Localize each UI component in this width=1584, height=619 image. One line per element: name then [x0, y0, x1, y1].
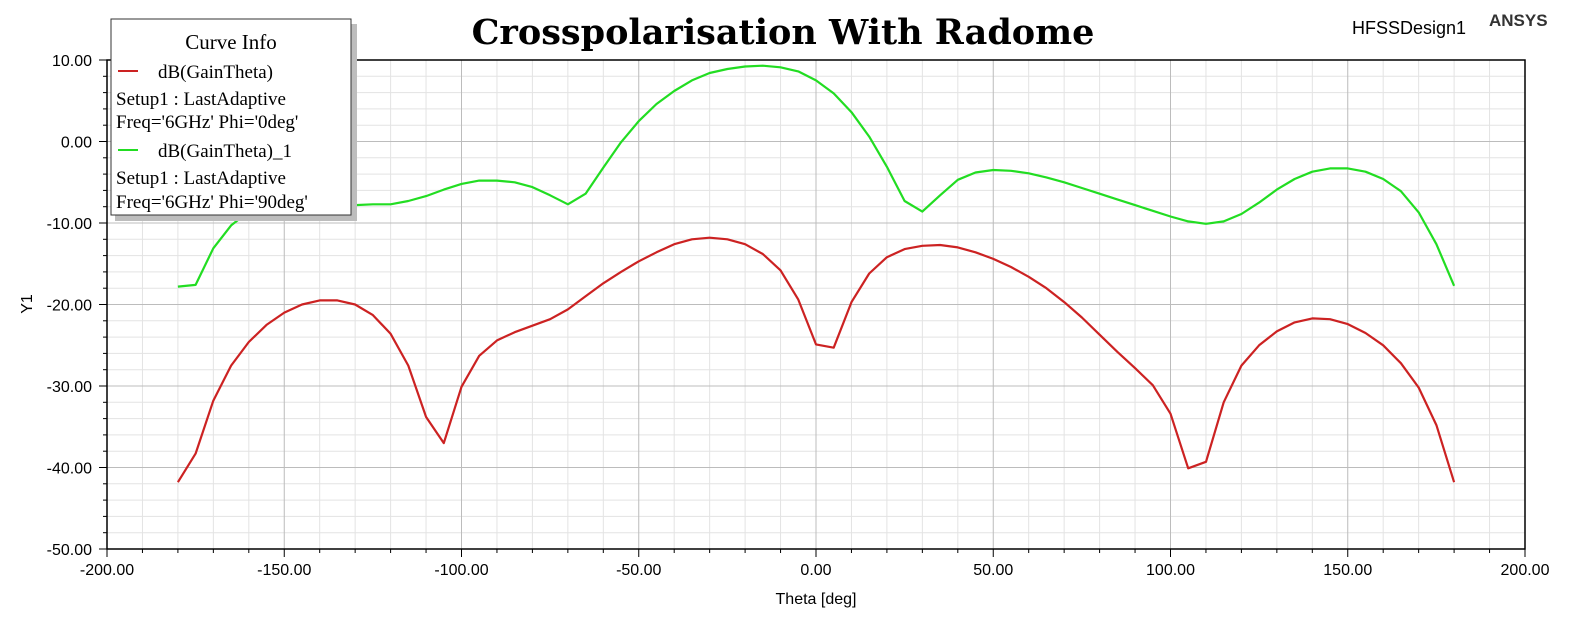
x-axis-label: Theta [deg]	[776, 591, 857, 608]
y-tick-label: -50.00	[47, 542, 92, 559]
y-tick-label: -10.00	[47, 216, 92, 233]
x-tick-label: 50.00	[973, 562, 1013, 579]
y-tick-label: 0.00	[61, 135, 92, 152]
x-tick-label: -100.00	[434, 562, 488, 579]
legend-title: Curve Info	[185, 30, 277, 54]
legend-box[interactable]: Curve Info dB(GainTheta) Setup1 : LastAd…	[110, 18, 357, 221]
legend-setup-gaintheta: Setup1 : LastAdaptive	[116, 89, 286, 110]
legend-setup-gaintheta-1: Setup1 : LastAdaptive	[116, 168, 286, 189]
y-tick-label: -40.00	[47, 461, 92, 478]
y-tick-label: 10.00	[52, 53, 92, 70]
x-tick-label: -200.00	[80, 562, 134, 579]
x-tick-label: 0.00	[800, 562, 831, 579]
chart-title: Crosspolarisation With Radome	[472, 12, 1095, 53]
y-axis-tick-labels: 10.00 0.00 -10.00 -20.00 -30.00 -40.00 -50.00	[47, 53, 92, 559]
y-axis-label: Y1	[19, 294, 36, 314]
legend-freq-gaintheta: Freq='6GHz' Phi='0deg'	[116, 112, 298, 133]
series-layer	[176, 64, 1456, 483]
y-tick-label: -30.00	[47, 379, 92, 396]
legend-series-name-gaintheta: dB(GainTheta)	[158, 62, 273, 83]
x-tick-label: -150.00	[257, 562, 311, 579]
y-tick-label: -20.00	[47, 298, 92, 315]
x-tick-label: 150.00	[1323, 562, 1372, 579]
axis-tick-marks	[99, 59, 1526, 557]
x-tick-label: 200.00	[1501, 562, 1550, 579]
x-axis-tick-labels: -200.00 -150.00 -100.00 -50.00 0.00 50.00 100.…	[80, 562, 1550, 579]
series-line-gaintheta-1	[177, 64, 1456, 288]
legend-series-name-gaintheta-1: dB(GainTheta)_1	[158, 141, 292, 162]
legend-panel	[110, 18, 352, 216]
x-tick-label: -50.00	[616, 562, 661, 579]
legend-freq-gaintheta-1: Freq='6GHz' Phi='90deg'	[116, 192, 308, 213]
series-line-gaintheta	[176, 236, 1456, 483]
design-name: HFSSDesign1	[1352, 18, 1466, 38]
ansys-logo: ANSYS	[1489, 11, 1548, 30]
x-tick-label: 100.00	[1146, 562, 1195, 579]
